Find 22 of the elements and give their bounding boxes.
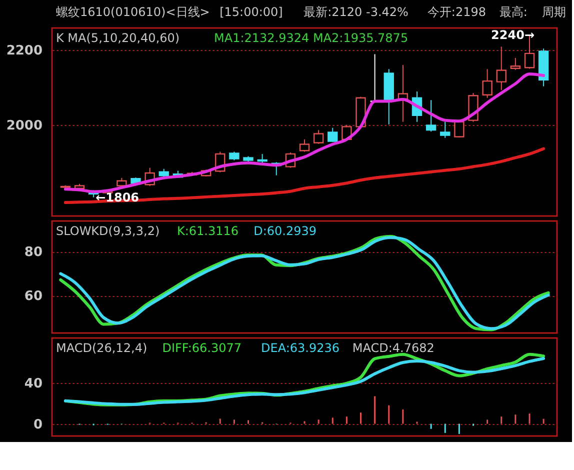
annotation: MACD:4.7682 [352,341,434,355]
y-tick-label: 80 [24,245,42,260]
text: 周期 [542,5,566,19]
y-tick-label: 2000 [6,118,42,134]
text: 最高: [499,5,528,19]
chart-title: MACD(26,12,4) [56,341,148,355]
y-tick-label: 2200 [6,44,42,59]
text: DEA:63.9236 [261,341,340,355]
y-tick-label: 40 [24,376,42,392]
chart-title: SLOWKD(9,3,3,2) [56,224,160,238]
text: 今开:2198 [427,5,486,19]
y-tick-label: 0 [33,417,42,432]
series-label: D:60.2939 [254,224,317,238]
text: DIFF:66.3077 [162,341,242,355]
text: 螺纹1610(010610)<日线> [56,5,210,19]
chart-title: K MA(5,10,20,40,60) [56,31,180,45]
text: 最新:2120 -3.42% [304,5,408,19]
series-label: K:61.3116 [177,224,239,238]
annotation: 2240→ [491,28,534,42]
y-tick-label: 60 [24,289,42,304]
chart-subtitle: MA1:2132.9324 MA2:1935.7875 [214,31,408,45]
text: [15:00:00] [220,5,283,19]
